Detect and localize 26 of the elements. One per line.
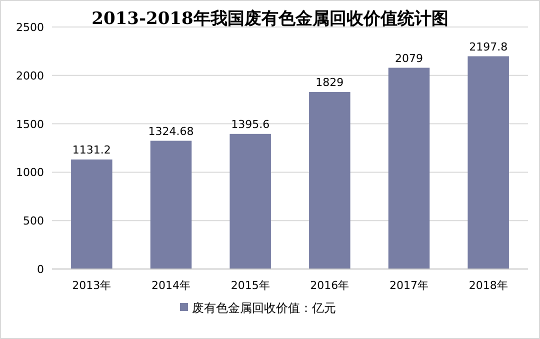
y-tick-label: 500 (23, 214, 44, 228)
x-tick-label: 2014年 (152, 279, 190, 292)
x-tick-label: 2017年 (390, 279, 428, 292)
data-label: 1395.6 (231, 118, 270, 131)
x-tick-label: 2016年 (310, 279, 350, 292)
data-label: 1131.2 (72, 144, 111, 156)
bar (230, 134, 271, 269)
y-tick-label: 1500 (16, 118, 44, 131)
y-tick-label: 2500 (16, 21, 44, 34)
bar (309, 92, 350, 269)
legend-label: 废有色金属回收价值：亿元 (192, 301, 336, 315)
bar (388, 68, 430, 269)
y-tick-label: 0 (37, 263, 44, 276)
chart-title: 2013-2018年我国废有色金属回收价值统计图 (92, 9, 448, 29)
x-tick-label: 2018年 (468, 279, 508, 292)
x-tick-label: 2015年 (230, 279, 270, 292)
y-tick-label: 2000 (16, 69, 44, 82)
y-tick-label: 1000 (16, 166, 44, 180)
bar (468, 56, 509, 269)
bar (150, 140, 192, 269)
data-label: 2197.8 (469, 40, 508, 54)
x-tick-label: 2013年 (72, 279, 112, 292)
data-label: 1829 (316, 76, 344, 89)
bar (71, 160, 112, 269)
data-label: 2079 (395, 52, 423, 65)
data-label: 1324.68 (148, 124, 194, 138)
